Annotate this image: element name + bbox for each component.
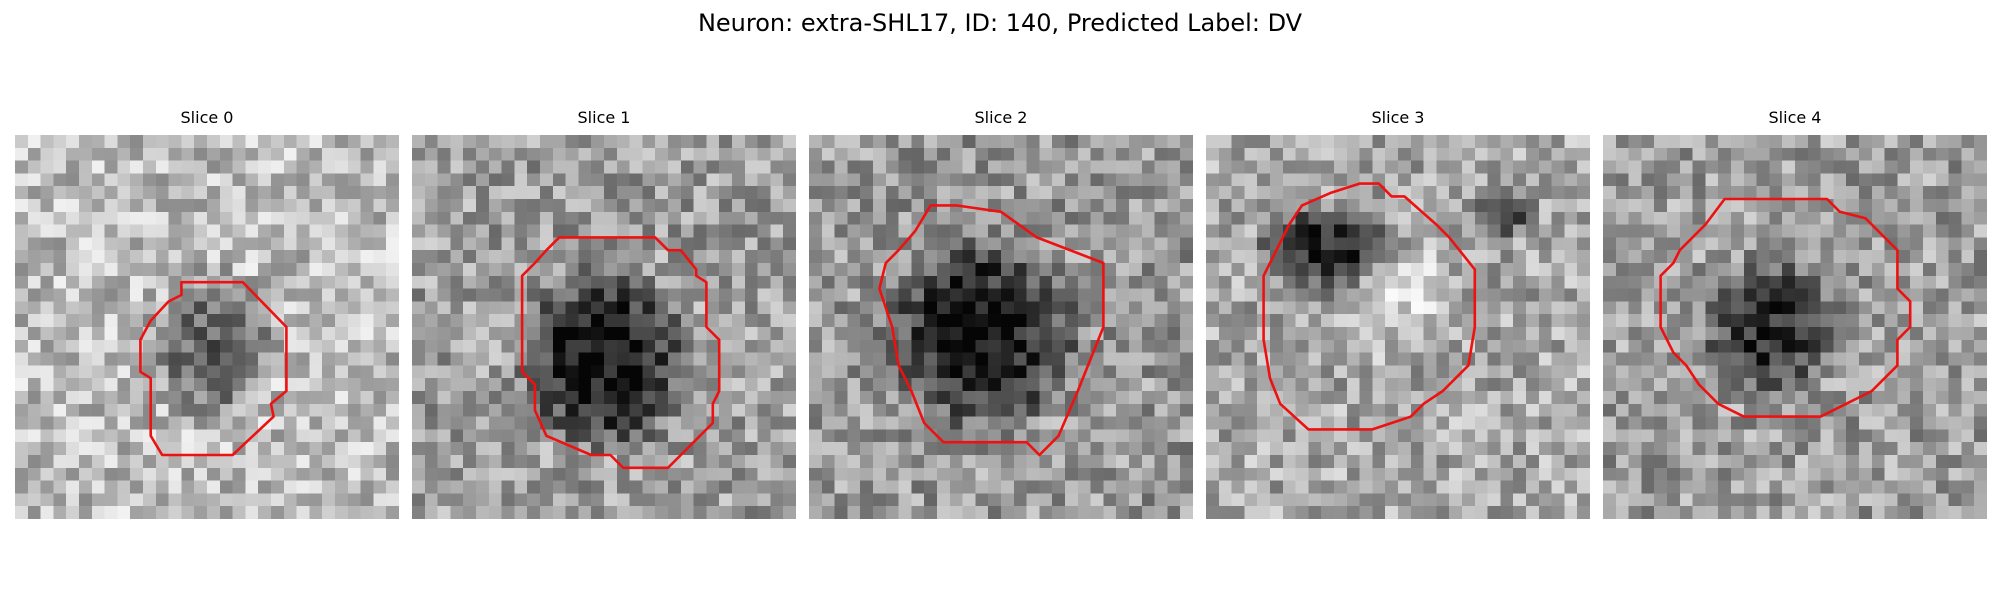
slice-panel-0: Slice 0 (15, 0, 399, 600)
slice-image-2 (809, 135, 1193, 519)
roi-contour-0 (139, 280, 288, 457)
slice-panel-4: Slice 4 (1603, 0, 1987, 600)
slice-image-0 (15, 135, 399, 519)
roi-contour-4 (1659, 197, 1912, 418)
slice-title-4: Slice 4 (1768, 108, 1822, 127)
slice-image-4 (1603, 135, 1987, 519)
figure-title: Neuron: extra-SHL17, ID: 140, Predicted … (697, 9, 1303, 37)
slice-title-2: Slice 2 (974, 108, 1028, 127)
roi-contour-2 (878, 204, 1105, 457)
roi-contour-1 (520, 236, 721, 470)
slice-panel-1: Slice 1 (412, 0, 796, 600)
slice-title-0: Slice 0 (180, 108, 234, 127)
roi-contour-3 (1262, 182, 1477, 431)
slice-title-1: Slice 1 (577, 108, 631, 127)
slice-image-3 (1206, 135, 1590, 519)
slice-title-3: Slice 3 (1371, 108, 1425, 127)
slice-panel-2: Slice 2 (809, 0, 1193, 600)
slice-image-1 (412, 135, 796, 519)
slice-panel-3: Slice 3 (1206, 0, 1590, 600)
